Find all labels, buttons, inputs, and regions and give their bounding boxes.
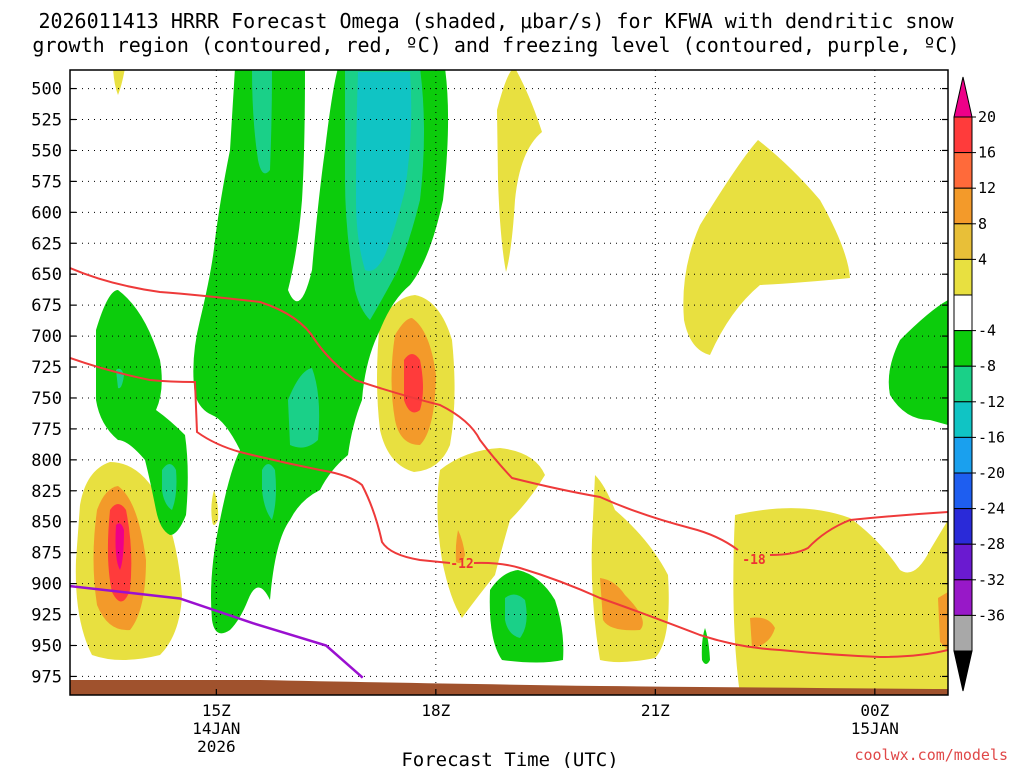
y-tick-label: 775 (31, 420, 62, 440)
colorbar-swatch (953, 579, 973, 616)
plot-area: -12 -18 (70, 70, 948, 695)
omega-region-green-06z (888, 300, 948, 425)
omega-region-magenta-14z (115, 523, 124, 570)
omega-region-yellow-02z (683, 140, 850, 355)
omega-region-cyan-19z (356, 72, 412, 271)
y-axis: 500 525 550 575 600 625 650 675 700 725 750 775 800 8… (31, 80, 948, 687)
colorbar-swatch (953, 223, 973, 260)
omega-region-seagreen-22z (505, 594, 527, 638)
colorbar: 20 16 12 8 4 -4 -8 -12 -16 -20 -24 -28 -32 -36 (953, 76, 1005, 692)
chart-title-line-2: growth region (contoured, red, ºC) and f… (32, 33, 959, 57)
y-tick-label: 925 (31, 606, 62, 626)
red-contour-lower (70, 357, 948, 659)
colorbar-tick-label: -28 (978, 535, 1005, 553)
x-axis: 15Z14JAN202618Z21Z00Z15JAN03Z06Z (192, 689, 899, 756)
grid-lines (70, 70, 948, 695)
y-tick-label: 525 (31, 111, 62, 131)
chart-title-line-1: 2026011413 HRRR Forecast Omega (shaded, … (38, 9, 954, 33)
y-tick-label: 950 (31, 636, 62, 656)
colorbar-tick-label: -20 (978, 464, 1005, 482)
colorbar-swatch (953, 258, 973, 296)
red-contour-label-minus-18: -18 (742, 553, 766, 568)
red-isotherm-contours (70, 267, 948, 659)
colorbar-swatch (953, 152, 973, 189)
y-tick-label: 650 (31, 265, 62, 285)
omega-region-seagreen-17z (252, 70, 272, 174)
y-tick-label: 800 (31, 451, 62, 471)
colorbar-tick-label: 12 (978, 179, 996, 197)
x-axis-label: Forecast Time (UTC) (401, 749, 618, 768)
colorbar-tick-label: -24 (978, 500, 1005, 518)
omega-region-red-20z (404, 354, 423, 413)
omega-region-orange-03z (750, 617, 775, 648)
x-tick-label: 14JAN (192, 719, 240, 738)
y-tick-label: 725 (31, 358, 62, 378)
x-tick-label: 18Z (421, 701, 450, 720)
colorbar-bottom-arrow (953, 650, 973, 692)
x-tick-label: 2026 (197, 737, 236, 756)
colorbar-tick-label: -4 (978, 322, 996, 340)
y-tick-label: 850 (31, 513, 62, 533)
colorbar-swatch (953, 401, 973, 438)
colorbar-tick-label: 8 (978, 215, 987, 233)
y-tick-label: 700 (31, 327, 62, 347)
omega-region-yellow-small (211, 490, 219, 525)
purple-freezing-level-contour (70, 584, 364, 679)
colorbar-swatch (953, 187, 973, 225)
colorbar-swatch (953, 330, 973, 367)
colorbar-tick-label: -8 (978, 357, 996, 375)
x-tick-label: 00Z (860, 701, 889, 720)
colorbar-swatch (953, 436, 973, 474)
colorbar-top-arrow (953, 76, 973, 118)
colorbar-swatch (953, 116, 973, 154)
y-tick-label: 575 (31, 172, 62, 192)
colorbar-swatch (953, 365, 973, 403)
plot-frame (69, 69, 949, 696)
x-tick-label: 21Z (641, 701, 670, 720)
omega-region-seagreen-18z (288, 368, 320, 448)
y-tick-label: 550 (31, 141, 62, 161)
x-tick-label: 15JAN (851, 719, 899, 738)
omega-region-orange-21z (455, 530, 465, 564)
colorbar-tick-label: -12 (978, 393, 1005, 411)
y-tick-label: 500 (31, 80, 62, 100)
colorbar-tick-label: -36 (978, 606, 1005, 624)
y-tick-label: 875 (31, 544, 62, 564)
red-contour-label-minus-12: -12 (450, 557, 473, 572)
colorbar-swatch (953, 543, 973, 581)
colorbar-swatch (953, 472, 973, 510)
colorbar-tick-label: 20 (978, 108, 996, 126)
omega-region-yellow-22z (497, 70, 542, 272)
colorbar-tick-label: 16 (978, 144, 996, 162)
y-tick-label: 675 (31, 296, 62, 316)
colorbar-swatch (953, 508, 973, 545)
y-tick-label: 975 (31, 667, 62, 687)
y-tick-label: 750 (31, 389, 62, 409)
colorbar-tick-label: 4 (978, 250, 987, 268)
red-contour-upper (70, 267, 948, 556)
omega-region-yellow-21z (437, 448, 545, 618)
credit-text: coolwx.com/models (854, 746, 1008, 764)
omega-region-orange-right (938, 592, 948, 650)
omega-region-orange-00z (600, 578, 643, 631)
colorbar-tick-label: -16 (978, 428, 1005, 446)
colorbar-tick-label: -32 (978, 571, 1005, 589)
colorbar-swatch (953, 294, 973, 332)
terrain-surface (70, 680, 948, 695)
omega-region-seagreen-17z-low (262, 464, 276, 520)
y-tick-label: 900 (31, 575, 62, 595)
y-tick-label: 600 (31, 203, 62, 223)
colorbar-swatch (953, 614, 973, 652)
y-tick-label: 825 (31, 482, 62, 502)
y-tick-label: 625 (31, 234, 62, 254)
omega-region-seagreen-left (162, 464, 177, 510)
omega-region-yellow-top-left (113, 70, 125, 95)
x-tick-label: 15Z (202, 701, 231, 720)
